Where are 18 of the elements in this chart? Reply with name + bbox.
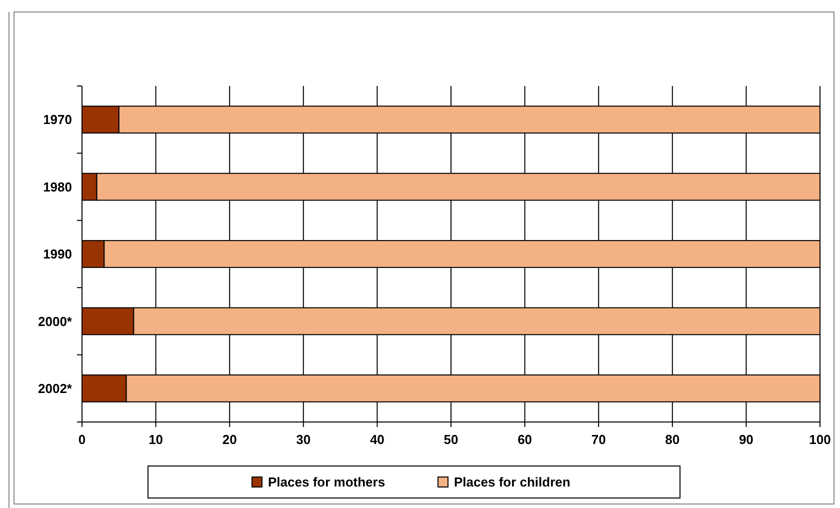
y-tick-label: 1990 <box>43 246 72 262</box>
x-tick-label: 30 <box>296 432 311 447</box>
x-tick-label: 50 <box>444 432 458 447</box>
x-tick-label: 80 <box>665 432 680 447</box>
y-tick-label: 2000* <box>38 314 73 329</box>
x-tick-label: 60 <box>518 432 532 447</box>
x-tick-label: 40 <box>370 432 384 447</box>
x-tick-label: 0 <box>78 432 86 447</box>
x-tick-label: 100 <box>809 432 831 447</box>
x-tick-label: 90 <box>738 432 754 447</box>
x-tick-label: 20 <box>222 432 237 447</box>
x-tick-label: 70 <box>591 432 606 447</box>
legend-label: Places for mothers <box>268 474 386 490</box>
y-tick-label: 1970 <box>43 112 72 128</box>
legend-label: Places for children <box>454 474 570 490</box>
y-tick-label: 2002* <box>38 380 73 396</box>
y-tick-label: 1980 <box>43 179 72 194</box>
x-tick-label: 10 <box>148 432 164 447</box>
